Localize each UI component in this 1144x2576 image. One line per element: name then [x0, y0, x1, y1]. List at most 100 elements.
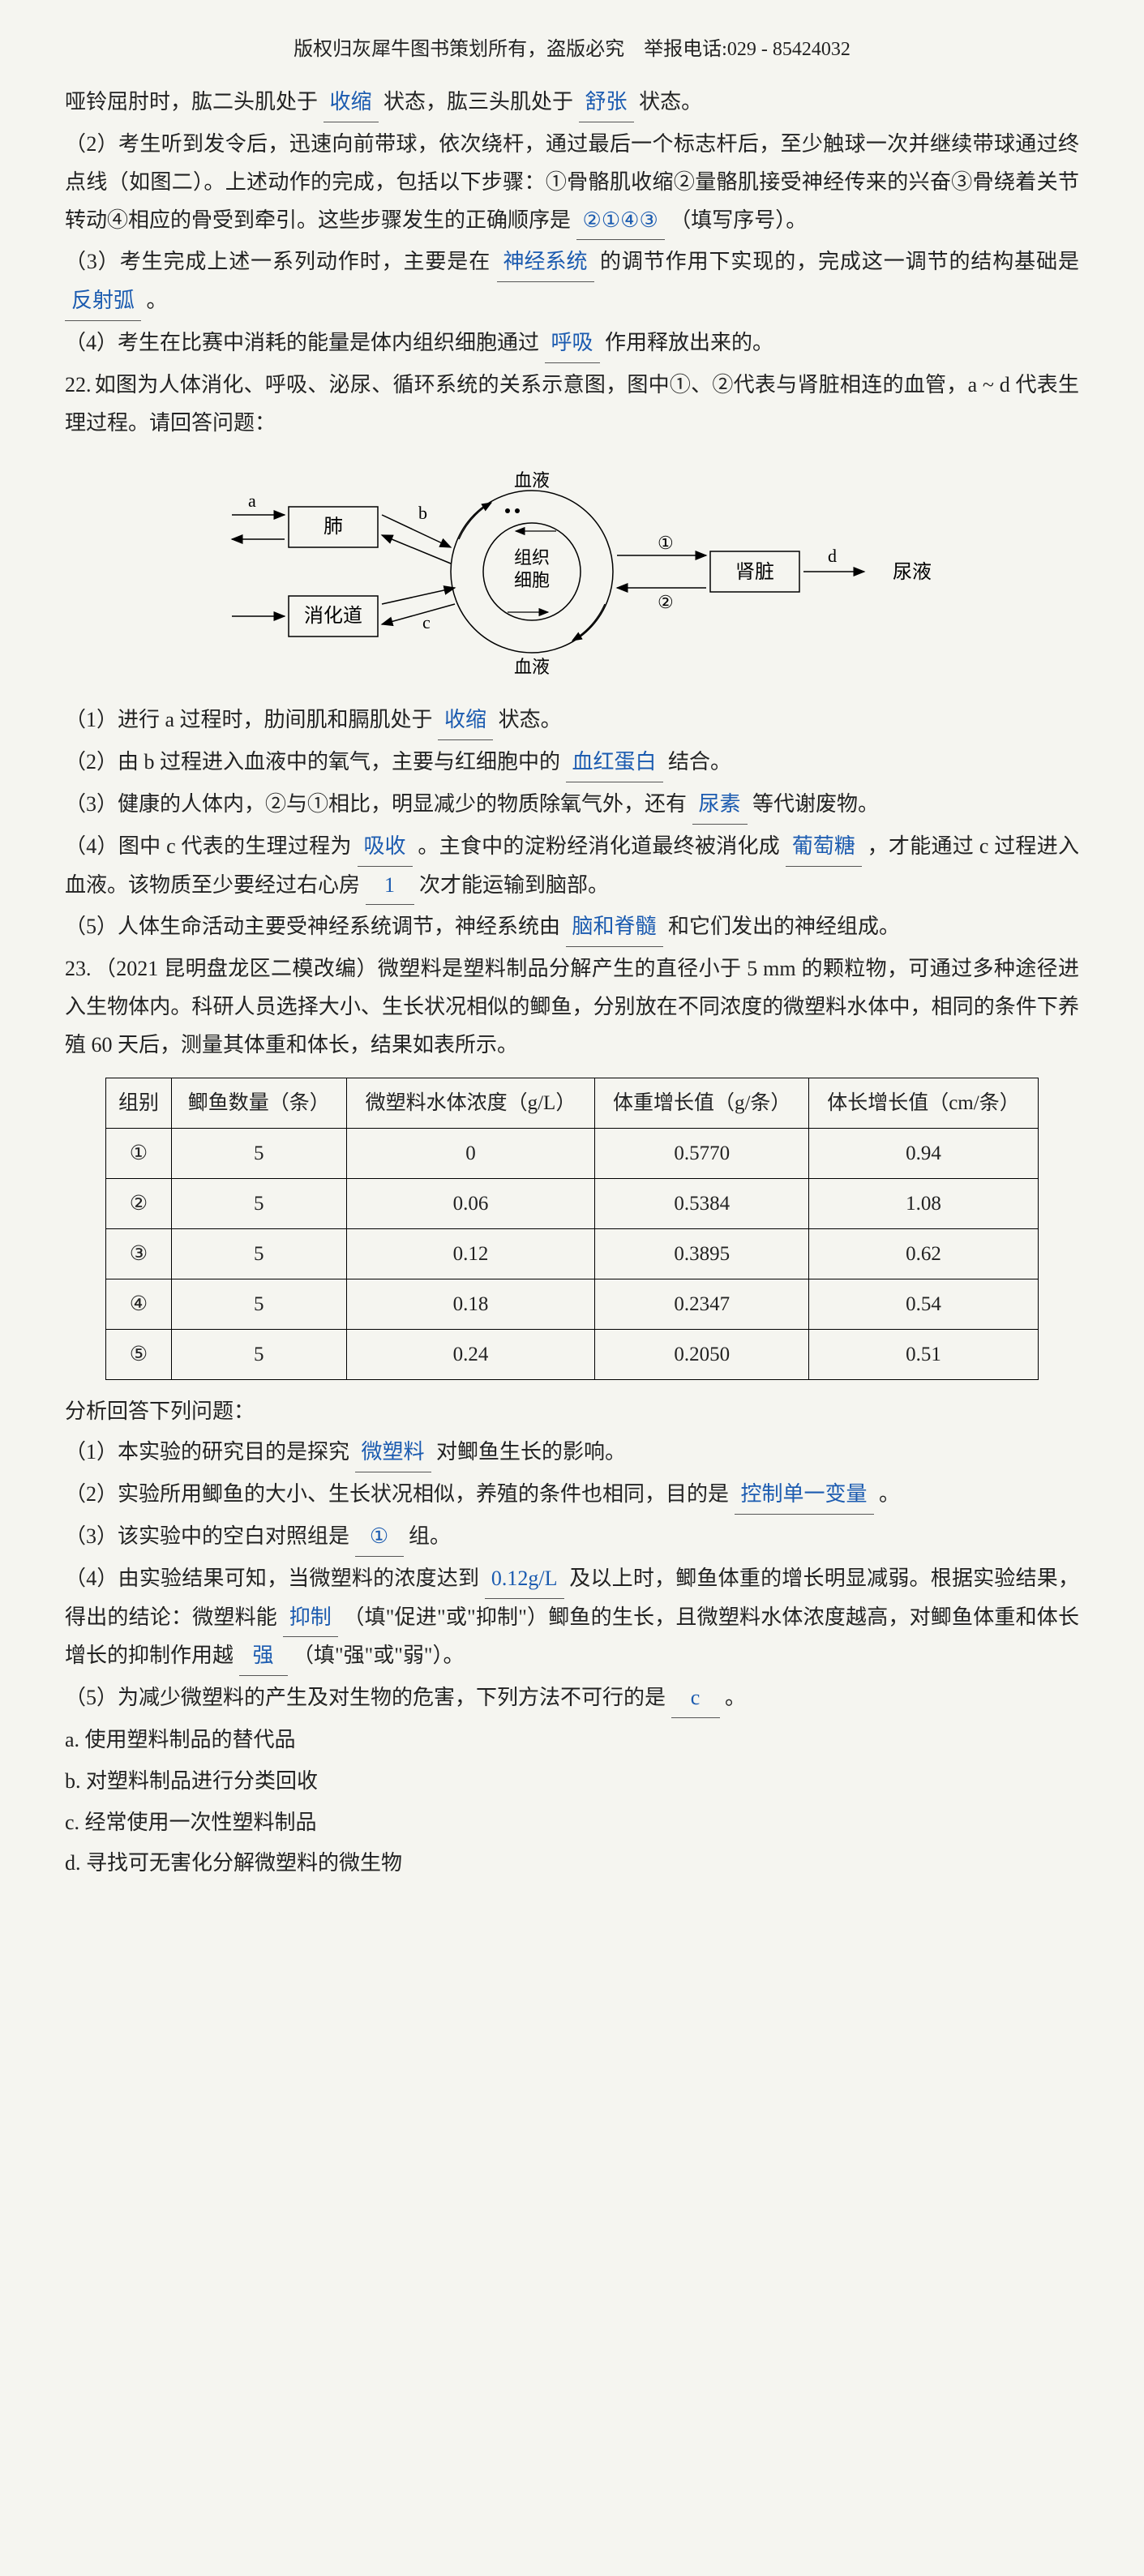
q23-p4: （4）由实验结果可知，当微塑料的浓度达到 0.12g/L 及以上时，鲫鱼体重的增… [65, 1560, 1079, 1676]
text: 如图为人体消化、呼吸、泌尿、循环系统的关系示意图，图中①、②代表与肾脏相连的血管… [65, 373, 1079, 435]
text: 。 [147, 289, 168, 312]
table-cell: 5 [171, 1279, 346, 1329]
table-cell: 1.08 [808, 1178, 1038, 1228]
table-cell: 0.2347 [595, 1279, 809, 1329]
q23-p1: （1）本实验的研究目的是探究 微塑料 对鲫鱼生长的影响。 [65, 1434, 1079, 1472]
table-cell: ① [106, 1128, 172, 1178]
svg-text:b: b [418, 503, 427, 523]
answer-blank: 强 [239, 1637, 288, 1676]
table-cell: 0.62 [808, 1228, 1038, 1279]
q23-opt-a: a. 使用塑料制品的替代品 [65, 1721, 1079, 1759]
answer-blank: ① [355, 1518, 404, 1557]
text: （2）实验所用鲫鱼的大小、生长状况相似，养殖的条件也相同，目的是 [65, 1482, 729, 1506]
text: （5）为减少微塑料的产生及对生物的危害，下列方法不可行的是 [65, 1686, 666, 1709]
col-group: 组别 [106, 1078, 172, 1128]
text: 结合。 [668, 750, 731, 774]
table-cell: 0.54 [808, 1279, 1038, 1329]
text: 作用释放出来的。 [605, 331, 773, 354]
q22-p3: （3）健康的人体内，②与①相比，明显减少的物质除氧气外，还有 尿素 等代谢废物。 [65, 786, 1079, 825]
q21-p1: 哑铃屈肘时，肱二头肌处于 收缩 状态，肱三头肌处于 舒张 状态。 [65, 84, 1079, 122]
systems-diagram: 肺 a 消化道 组织 细胞 血液 血液 [208, 458, 937, 685]
table-cell: 0.5770 [595, 1128, 809, 1178]
answer-blank: 尿素 [692, 786, 748, 825]
text: 的调节作用下实现的，完成这一调节的结构基础是 [600, 250, 1079, 273]
page-header: 版权归灰犀牛图书策划所有，盗版必究 举报电话:029 - 85424032 [65, 32, 1079, 67]
text: 状态，肱三头肌处于 [383, 90, 573, 114]
lung-label: 肺 [323, 516, 343, 538]
text: （1）本实验的研究目的是探究 [65, 1440, 349, 1464]
svg-text:细胞: 细胞 [513, 570, 549, 590]
hotline-number: 029 - 85424032 [727, 39, 851, 60]
text: 状态。 [639, 90, 702, 114]
q23-opt-d: d. 寻找可无害化分解微塑料的微生物 [65, 1845, 1079, 1883]
q23-opt-c: c. 经常使用一次性塑料制品 [65, 1804, 1079, 1842]
table-row: ②50.060.53841.08 [106, 1178, 1039, 1228]
svg-text:d: d [828, 546, 837, 566]
table-cell: 0.3895 [595, 1228, 809, 1279]
answer-blank: 抑制 [283, 1599, 338, 1638]
text: （3）该实验中的空白对照组是 [65, 1524, 349, 1548]
q21-p4: （4）考生在比赛中消耗的能量是体内组织细胞通过 呼吸 作用释放出来的。 [65, 324, 1079, 363]
svg-text:组织: 组织 [513, 547, 549, 568]
table-cell: ③ [106, 1228, 172, 1279]
table-cell: 0 [346, 1128, 595, 1178]
table-cell: ④ [106, 1279, 172, 1329]
text: 。主食中的淀粉经消化道最终被消化成 [418, 834, 780, 858]
answer-blank: 血红蛋白 [566, 744, 663, 782]
answer-blank: 1 [366, 867, 414, 906]
answer-blank: c [671, 1679, 720, 1718]
text: 。 [725, 1686, 746, 1709]
q23-intro: 23.（2021 昆明盘龙区二模改编）微塑料是塑料制品分解产生的直径小于 5 m… [65, 950, 1079, 1064]
table-cell: 5 [171, 1128, 346, 1178]
svg-text:肾脏: 肾脏 [735, 561, 774, 583]
copyright-text: 版权归灰犀牛图书策划所有，盗版必究 [293, 39, 624, 60]
table-cell: 0.94 [808, 1128, 1038, 1178]
text: （4）图中 c 代表的生理过程为 [65, 834, 352, 858]
q23-p2: （2）实验所用鲫鱼的大小、生长状况相似，养殖的条件也相同，目的是 控制单一变量 … [65, 1476, 1079, 1515]
table-cell: 0.18 [346, 1279, 595, 1329]
question-number: 23. [65, 957, 92, 980]
answer-blank: 0.12g/L [485, 1560, 564, 1599]
col-count: 鲫鱼数量（条） [171, 1078, 346, 1128]
text: （2）由 b 过程进入血液中的氧气，主要与红细胞中的 [65, 750, 560, 774]
q23-p3: （3）该实验中的空白对照组是 ① 组。 [65, 1518, 1079, 1557]
text: （4）由实验结果可知，当微塑料的浓度达到 [65, 1567, 479, 1590]
text: 组。 [409, 1524, 451, 1548]
answer-blank: 控制单一变量 [735, 1476, 874, 1515]
q23-opt-b: b. 对塑料制品进行分类回收 [65, 1763, 1079, 1801]
text: （3）考生完成上述一系列动作时，主要是在 [65, 250, 491, 273]
text: 和它们发出的神经组成。 [668, 915, 900, 938]
text: （4）考生在比赛中消耗的能量是体内组织细胞通过 [65, 331, 539, 354]
text: 对鲫鱼生长的影响。 [436, 1440, 626, 1464]
col-length: 体长增长值（cm/条） [808, 1078, 1038, 1128]
answer-blank: 呼吸 [545, 324, 600, 363]
svg-text:c: c [422, 612, 431, 632]
answer-blank: 收缩 [438, 701, 493, 740]
table-cell: 0.12 [346, 1228, 595, 1279]
table-cell: 5 [171, 1178, 346, 1228]
svg-text:血液: 血液 [513, 657, 549, 677]
table-cell: 0.2050 [595, 1329, 809, 1379]
answer-blank: 葡萄糖 [786, 828, 862, 867]
table-cell: 0.06 [346, 1178, 595, 1228]
table-cell: 0.24 [346, 1329, 595, 1379]
table-cell: 0.51 [808, 1329, 1038, 1379]
q21-p2: （2）考生听到发令后，迅速向前带球，依次绕杆，通过最后一个标志杆后，至少触球一次… [65, 126, 1079, 240]
text: 次才能运输到脑部。 [419, 873, 609, 897]
text: 等代谢废物。 [752, 792, 879, 816]
q22-intro: 22.如图为人体消化、呼吸、泌尿、循环系统的关系示意图，图中①、②代表与肾脏相连… [65, 366, 1079, 443]
question-number: 22. [65, 373, 92, 396]
svg-text:①: ① [658, 533, 674, 553]
text: （5）人体生命活动主要受神经系统调节，神经系统由 [65, 915, 560, 938]
table-cell: 0.5384 [595, 1178, 809, 1228]
table-cell: 5 [171, 1329, 346, 1379]
q22-p2: （2）由 b 过程进入血液中的氧气，主要与红细胞中的 血红蛋白 结合。 [65, 744, 1079, 782]
answer-blank: 神经系统 [497, 243, 594, 282]
text: 状态。 [499, 708, 562, 731]
diagram-svg: 肺 a 消化道 组织 细胞 血液 血液 [208, 458, 937, 685]
svg-text:②: ② [658, 592, 674, 612]
svg-text:消化道: 消化道 [304, 605, 362, 627]
answer-blank: 吸收 [358, 828, 413, 867]
text: 哑铃屈肘时，肱二头肌处于 [65, 90, 318, 114]
answer-blank: ②①④③ [576, 202, 665, 241]
